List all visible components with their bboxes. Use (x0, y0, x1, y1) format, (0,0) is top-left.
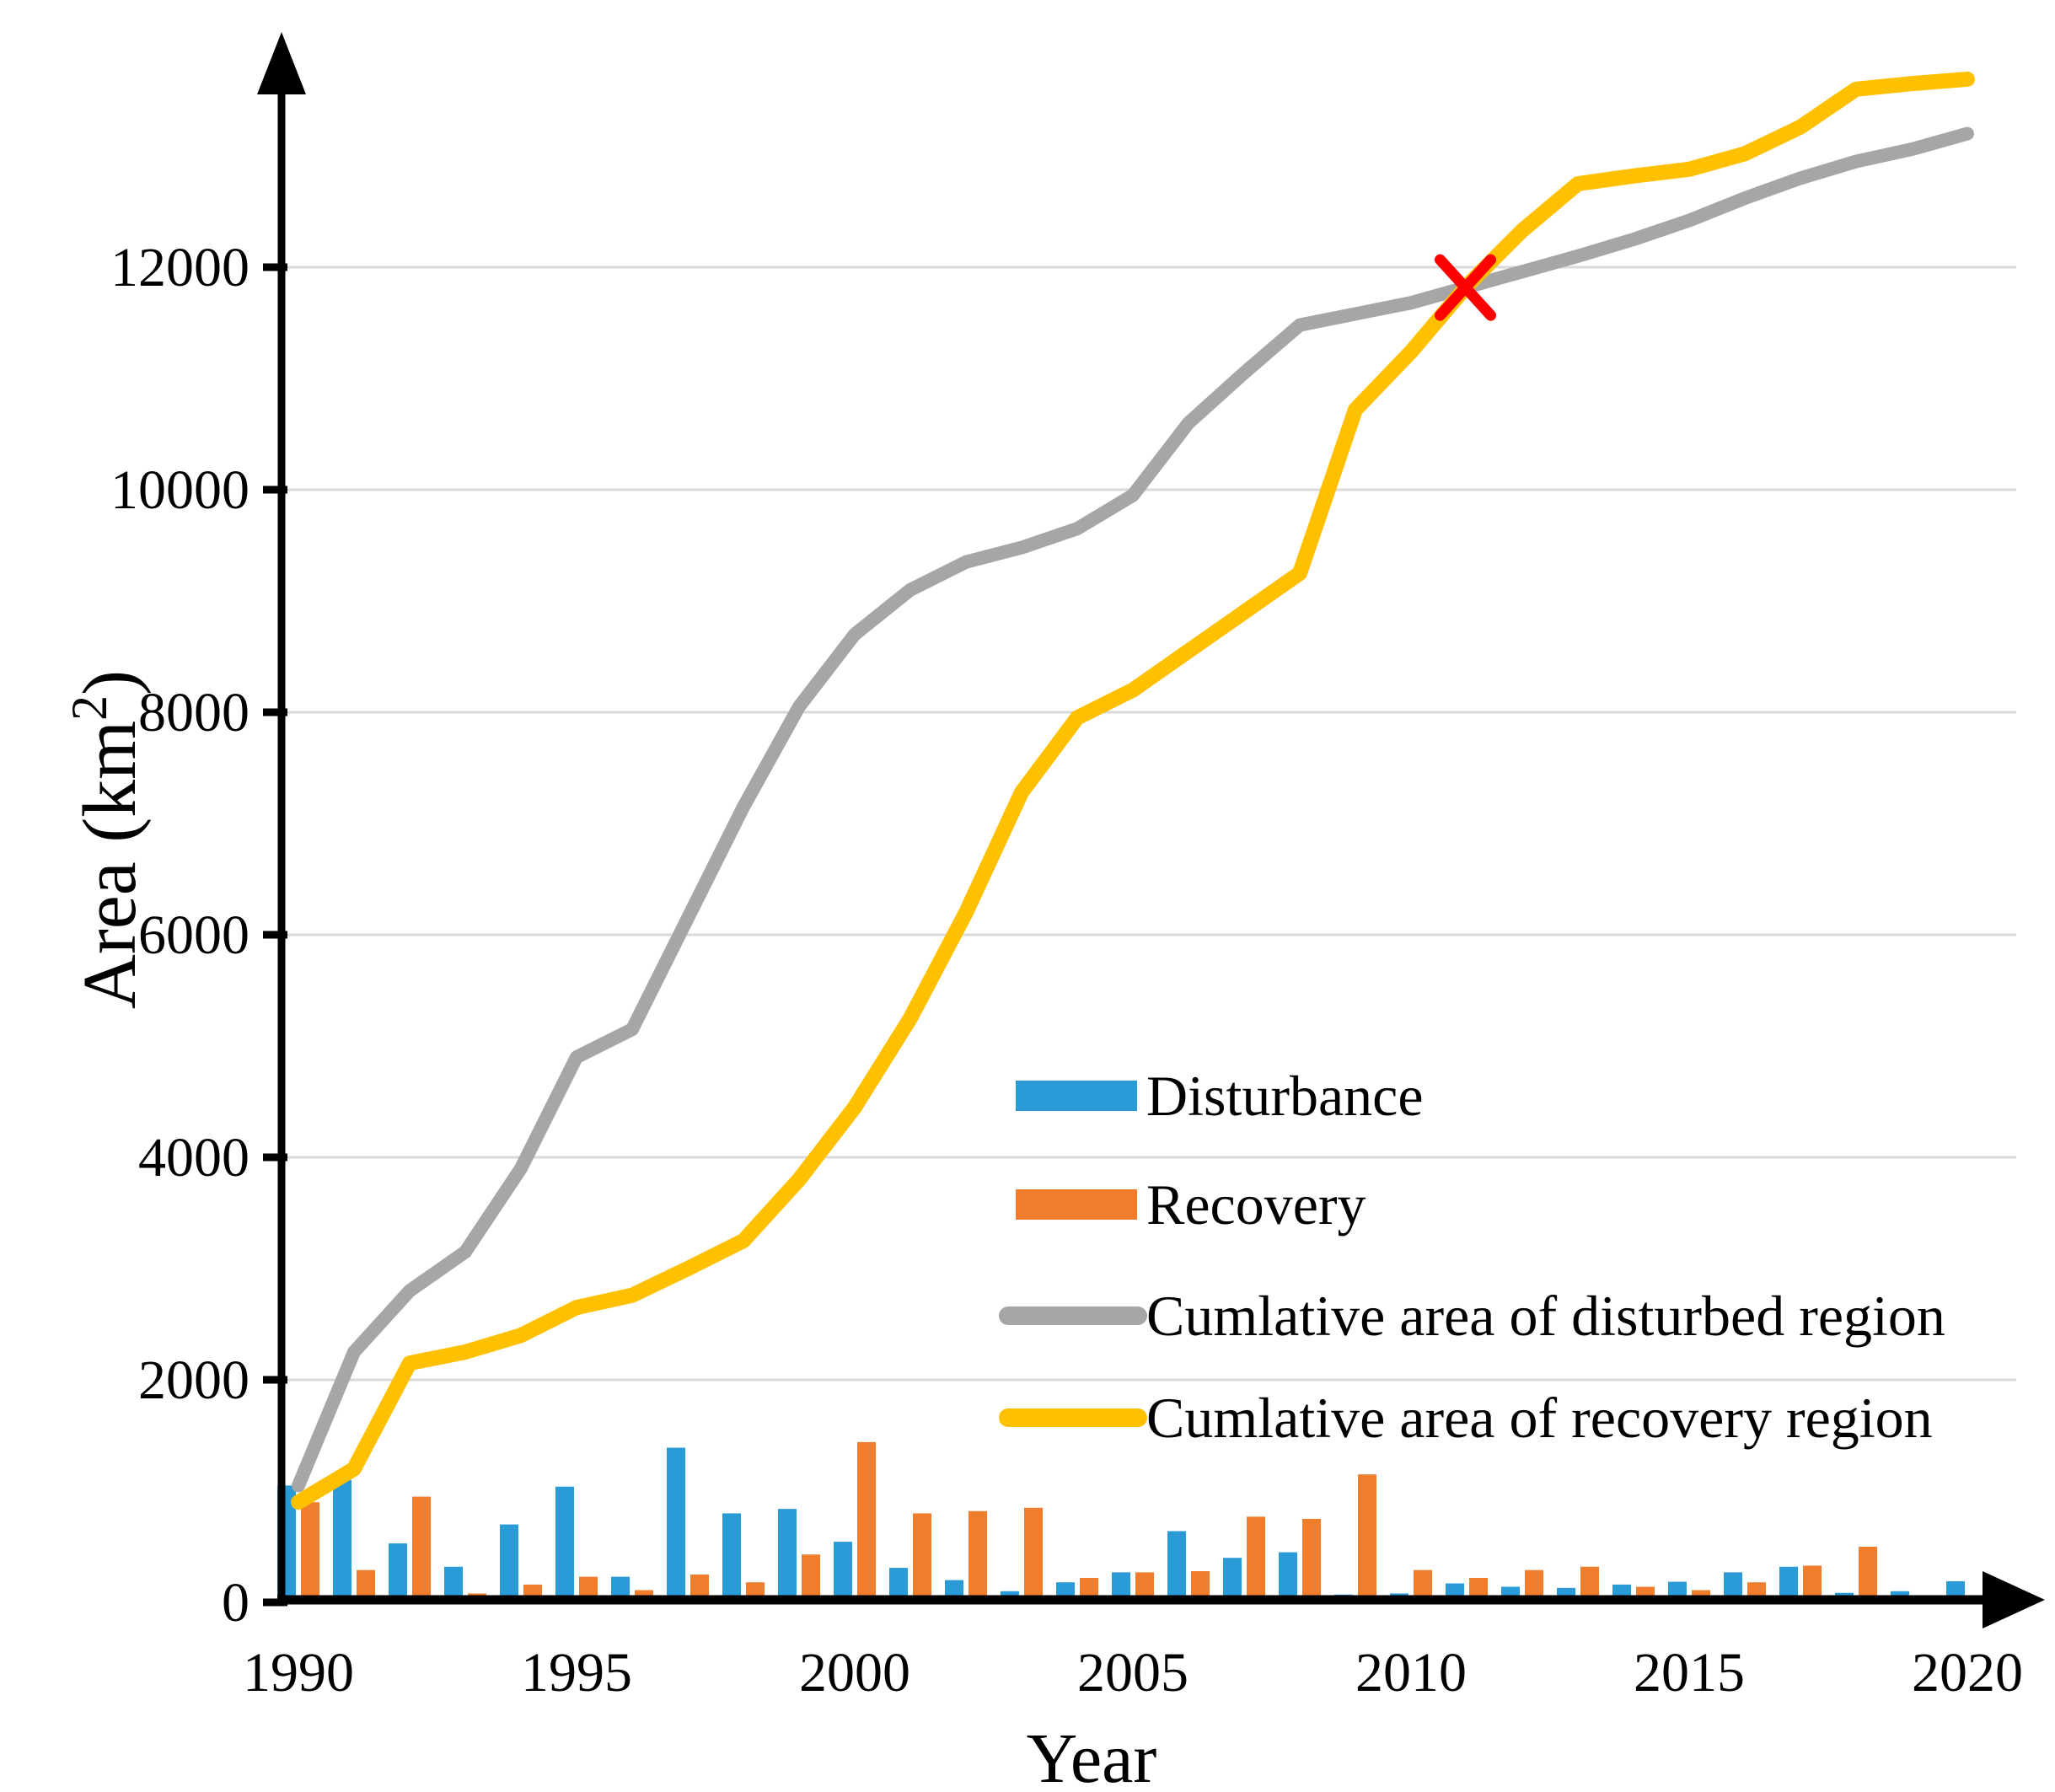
x-axis-title: Year (1027, 1720, 1157, 1792)
y-tick-label-6000: 6000 (138, 904, 249, 966)
bar-disturbance-1991 (333, 1479, 351, 1603)
bar-recovery-2009 (1358, 1474, 1376, 1603)
y-tick-label-8000: 8000 (138, 682, 249, 743)
y-axis-title: Area (km2) (62, 670, 152, 1009)
bar-recovery-2002 (968, 1510, 987, 1603)
bar-disturbance-1994 (500, 1524, 518, 1603)
legend-item-cumulative-disturbed: Cumlative area of disturbed region (999, 1284, 1945, 1348)
bar-recovery-1990 (301, 1502, 319, 1603)
bar-disturbance-1992 (389, 1543, 407, 1603)
bar-disturbance-1998 (722, 1513, 741, 1603)
bar-recovery-2003 (1024, 1507, 1043, 1603)
bar-recovery-1991 (357, 1569, 375, 1603)
x-marker-stroke (1435, 254, 1496, 321)
bar-recovery-1999 (802, 1554, 820, 1603)
legend-label: Cumlative area of recovery region (1146, 1386, 1933, 1450)
y-tick-label-4000: 4000 (138, 1127, 249, 1188)
bar-recovery-2001 (913, 1513, 931, 1603)
bar-disturbance-2017 (1779, 1566, 1798, 1603)
bar-disturbance-1997 (667, 1447, 685, 1603)
bar-recovery-2010 (1414, 1569, 1432, 1603)
x-tick-label-2005: 2005 (1077, 1642, 1188, 1703)
legend-swatch-bar-0 (1016, 1081, 1137, 1111)
bar-disturbance-2007 (1223, 1558, 1242, 1603)
bar-disturbance-1999 (778, 1509, 797, 1603)
legend-label: Disturbance (1146, 1064, 1424, 1128)
y-tick-label-10000: 10000 (110, 459, 249, 521)
legend-label: Recovery (1146, 1172, 1366, 1237)
bar-disturbance-2001 (889, 1568, 908, 1603)
crossing-marker (1435, 254, 1496, 321)
y-axis-arrowhead (257, 32, 306, 94)
x-tick-label-2000: 2000 (799, 1642, 910, 1703)
x-axis-tick-labels: 1990 1995 2000 2005 2010 2015 2020 (243, 1642, 2023, 1703)
x-tick-label-2010: 2010 (1355, 1642, 1467, 1703)
line-cumulative-recovery (291, 71, 1975, 1510)
legend-item-recovery: Recovery (1016, 1172, 1366, 1237)
bar-disturbance-1993 (444, 1566, 463, 1603)
y-tick-label-2000: 2000 (138, 1349, 249, 1411)
y-tick-label-12000: 12000 (110, 237, 249, 298)
bar-disturbance-1995 (555, 1486, 574, 1603)
legend-swatch-bar-1 (1016, 1189, 1137, 1220)
x-axis-arrowhead (1983, 1571, 2045, 1628)
bar-recovery-2018 (1859, 1547, 1877, 1603)
legend-label: Cumlative area of disturbed region (1146, 1284, 1945, 1348)
y-tick-label-0: 0 (222, 1572, 249, 1634)
x-tick-label-1990: 1990 (243, 1642, 354, 1703)
bar-disturbance-2006 (1167, 1531, 1186, 1603)
x-tick-label-2020: 2020 (1912, 1642, 2023, 1703)
gridlines (282, 266, 2016, 1382)
legend-item-cumulative-recovery: Cumlative area of recovery region (999, 1386, 1933, 1450)
bar-disturbance-2000 (834, 1542, 852, 1603)
bar-recovery-1992 (412, 1496, 431, 1603)
bar-disturbance-2008 (1279, 1552, 1297, 1603)
cumulative-recovery-line (291, 71, 1975, 1510)
legend-item-disturbance: Disturbance (1016, 1064, 1424, 1128)
bar-recovery-2000 (857, 1441, 876, 1603)
x-tick-label-1995: 1995 (521, 1642, 632, 1703)
bar-recovery-2007 (1247, 1516, 1265, 1603)
legend: Disturbance Recovery Cumlative area of dis… (999, 1064, 1945, 1450)
disturbance-bars (277, 1447, 1965, 1603)
axes (257, 32, 2045, 1628)
bar-recovery-2017 (1803, 1565, 1822, 1603)
cumulative-disturbed-line (292, 126, 1974, 1493)
bar-recovery-2008 (1302, 1519, 1321, 1603)
line-cumulative-disturbed (292, 126, 1974, 1493)
bar-recovery-2012 (1525, 1569, 1543, 1603)
bar-recovery-2013 (1580, 1566, 1599, 1603)
x-tick-label-2015: 2015 (1634, 1642, 1745, 1703)
y-axis-tick-labels: 0 2000 4000 6000 8000 10000 12000 (110, 237, 249, 1634)
